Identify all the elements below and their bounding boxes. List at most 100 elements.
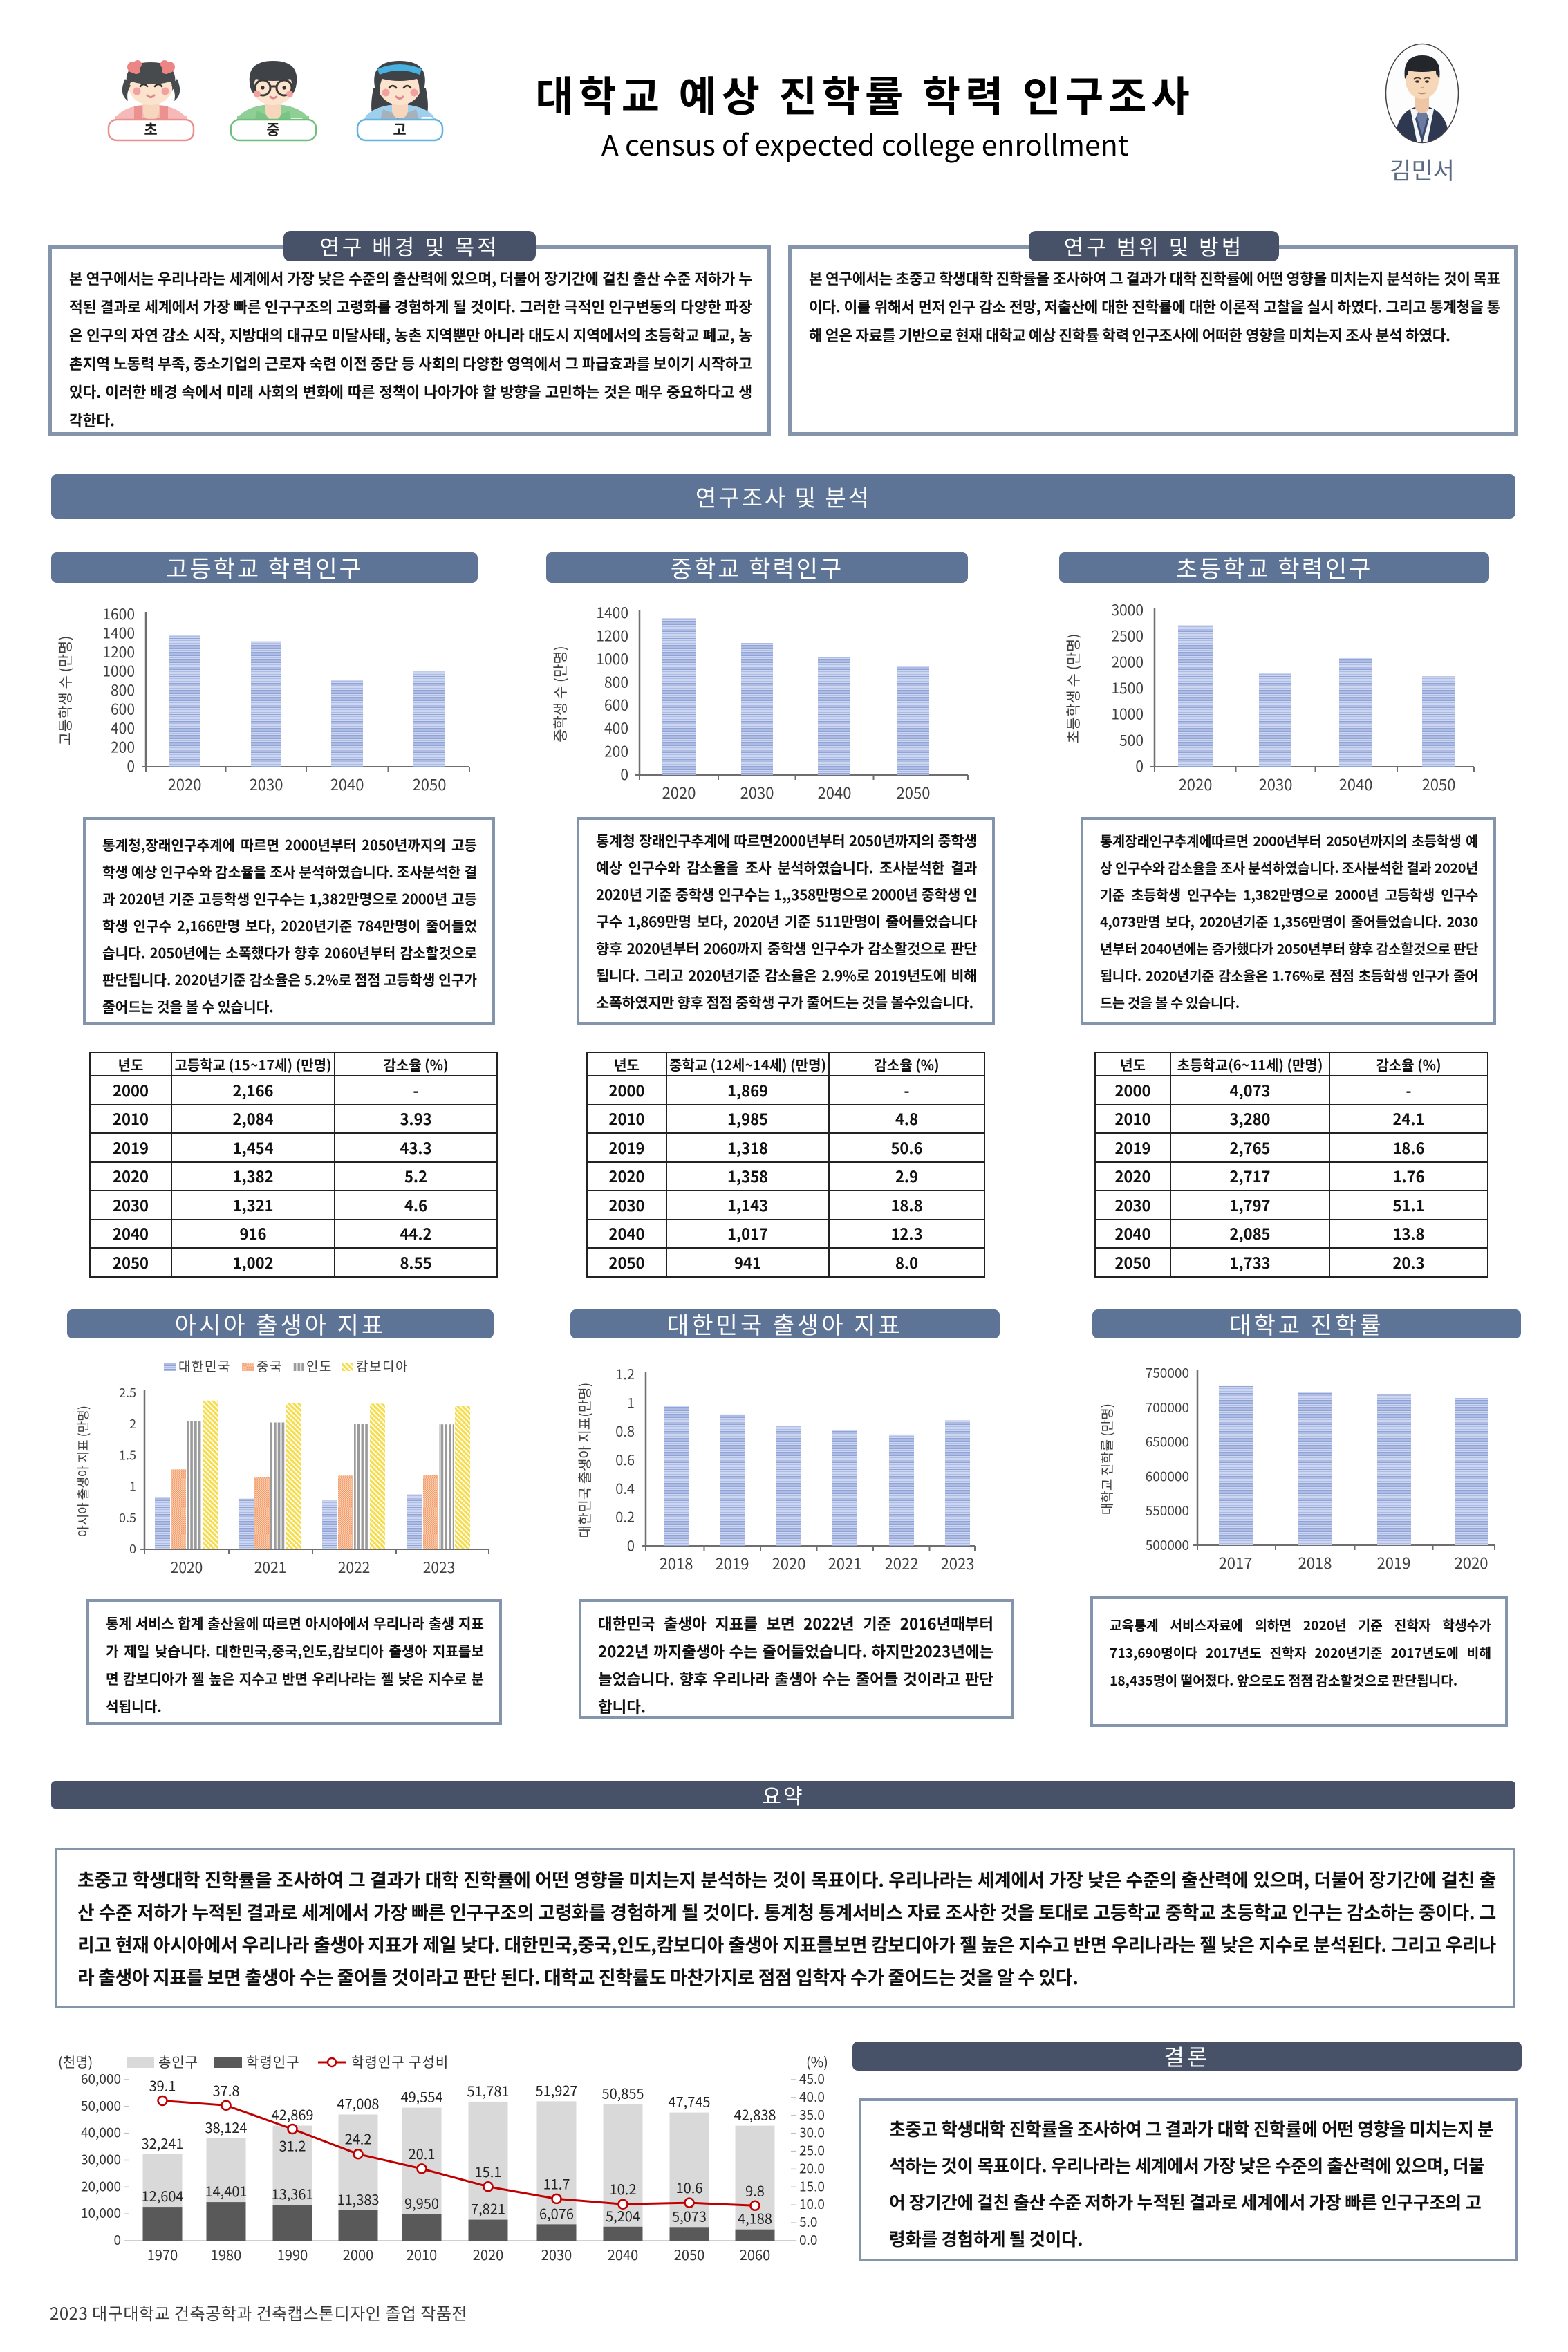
svg-text:10.2: 10.2 [610, 2178, 637, 2199]
svg-text:0.5: 0.5 [119, 1509, 136, 1527]
svg-text:2: 2 [129, 1415, 136, 1432]
svg-text:2.5: 2.5 [119, 1383, 136, 1401]
svg-text:20.0: 20.0 [799, 2158, 825, 2177]
svg-text:20.1: 20.1 [409, 2143, 436, 2163]
svg-text:400: 400 [111, 718, 135, 738]
svg-text:750000: 750000 [1146, 1363, 1189, 1382]
svg-text:4,188: 4,188 [738, 2208, 772, 2228]
svg-text:1000: 1000 [1111, 704, 1144, 725]
svg-text:2022: 2022 [338, 1557, 371, 1576]
svg-text:40.0: 40.0 [799, 2087, 825, 2106]
svg-text:2020: 2020 [473, 2244, 503, 2264]
svg-text:2019: 2019 [1377, 1551, 1411, 1574]
svg-text:51,927: 51,927 [535, 2080, 577, 2100]
svg-text:2019: 2019 [716, 1552, 749, 1574]
svg-text:1980: 1980 [211, 2244, 241, 2264]
svg-text:24.2: 24.2 [345, 2129, 372, 2149]
svg-text:2023: 2023 [941, 1552, 975, 1574]
svg-text:캄보디아: 캄보디아 [356, 1356, 409, 1375]
svg-text:0.4: 0.4 [615, 1477, 635, 1497]
svg-text:초: 초 [144, 119, 157, 140]
svg-text:2020: 2020 [1179, 773, 1213, 795]
svg-text:14,401: 14,401 [205, 2181, 247, 2201]
svg-text:(천명): (천명) [58, 2051, 93, 2071]
svg-text:2040: 2040 [818, 781, 852, 801]
svg-text:700000: 700000 [1146, 1398, 1189, 1417]
svg-text:500: 500 [1119, 729, 1144, 750]
svg-text:1970: 1970 [147, 2244, 178, 2264]
svg-text:중학생 수 (만명): 중학생 수 (만명) [550, 646, 570, 743]
svg-text:2020: 2020 [1455, 1551, 1488, 1574]
svg-text:0: 0 [627, 1535, 635, 1555]
svg-text:2030: 2030 [541, 2244, 572, 2264]
svg-text:2030: 2030 [740, 781, 774, 801]
svg-text:47,745: 47,745 [668, 2091, 710, 2111]
svg-text:0.8: 0.8 [615, 1421, 635, 1441]
svg-text:45.0: 45.0 [799, 2069, 825, 2088]
svg-text:0: 0 [1135, 756, 1144, 776]
svg-text:400: 400 [604, 718, 628, 738]
svg-text:대한민국 출생아 지표(만명): 대한민국 출생아 지표(만명) [574, 1383, 594, 1538]
svg-text:학령인구 구성비: 학령인구 구성비 [351, 2051, 449, 2071]
svg-text:2060: 2060 [740, 2244, 770, 2264]
svg-text:2021: 2021 [828, 1552, 862, 1574]
svg-text:2050: 2050 [413, 773, 447, 795]
svg-text:7,821: 7,821 [471, 2199, 505, 2219]
svg-text:650000: 650000 [1146, 1432, 1189, 1451]
svg-text:대한민국: 대한민국 [178, 1356, 231, 1375]
svg-text:5.0: 5.0 [799, 2212, 817, 2231]
svg-text:800: 800 [111, 680, 135, 700]
svg-text:11.7: 11.7 [543, 2173, 570, 2193]
svg-text:50,855: 50,855 [601, 2083, 644, 2103]
svg-text:총인구: 총인구 [158, 2051, 198, 2071]
svg-text:2040: 2040 [330, 773, 364, 795]
svg-text:10.6: 10.6 [676, 2177, 703, 2197]
svg-text:200: 200 [111, 737, 135, 758]
svg-text:200: 200 [604, 741, 628, 762]
svg-text:2000: 2000 [1111, 651, 1144, 672]
svg-text:50,000: 50,000 [81, 2096, 121, 2115]
svg-text:60,000: 60,000 [81, 2069, 121, 2088]
svg-text:2010: 2010 [407, 2244, 437, 2264]
svg-text:25.0: 25.0 [799, 2141, 825, 2160]
svg-text:10,000: 10,000 [81, 2203, 121, 2222]
svg-text:37.8: 37.8 [213, 2080, 240, 2100]
svg-text:9.8: 9.8 [745, 2180, 765, 2200]
svg-text:3000: 3000 [1111, 599, 1144, 620]
svg-text:0: 0 [127, 756, 135, 776]
svg-text:인도: 인도 [306, 1356, 333, 1375]
svg-text:1000: 1000 [596, 648, 628, 669]
svg-text:1000: 1000 [102, 661, 135, 682]
svg-text:1200: 1200 [102, 642, 135, 662]
svg-text:2021: 2021 [254, 1557, 287, 1576]
svg-text:40,000: 40,000 [81, 2123, 121, 2142]
svg-text:30.0: 30.0 [799, 2123, 825, 2142]
svg-text:600: 600 [111, 699, 135, 720]
svg-text:중국: 중국 [256, 1356, 283, 1375]
svg-text:39.1: 39.1 [149, 2075, 176, 2096]
svg-text:13,361: 13,361 [271, 2183, 313, 2203]
svg-text:31.2: 31.2 [279, 2136, 306, 2156]
svg-text:5,073: 5,073 [672, 2205, 707, 2225]
svg-text:10.0: 10.0 [799, 2194, 825, 2213]
svg-text:2022: 2022 [885, 1552, 919, 1574]
svg-text:0.6: 0.6 [615, 1449, 635, 1469]
svg-text:600000: 600000 [1146, 1466, 1189, 1485]
svg-text:550000: 550000 [1146, 1501, 1189, 1520]
svg-text:2020: 2020 [772, 1552, 806, 1574]
svg-text:15.0: 15.0 [799, 2176, 825, 2195]
svg-text:2050: 2050 [897, 781, 931, 801]
svg-text:1400: 1400 [596, 602, 628, 623]
svg-text:2020: 2020 [662, 781, 696, 801]
svg-text:2050: 2050 [1422, 773, 1456, 795]
svg-text:500000: 500000 [1146, 1536, 1189, 1554]
svg-text:30,000: 30,000 [81, 2150, 121, 2169]
svg-text:51,781: 51,781 [467, 2080, 509, 2100]
svg-text:아시아 출생아 지표 (만명): 아시아 출생아 지표 (만명) [74, 1406, 92, 1537]
svg-text:대학교 진학률 (만명): 대학교 진학률 (만명) [1097, 1403, 1116, 1515]
svg-text:(%): (%) [806, 2051, 828, 2071]
svg-text:0.2: 0.2 [615, 1506, 635, 1527]
svg-text:11,383: 11,383 [337, 2189, 379, 2209]
svg-text:2018: 2018 [1298, 1551, 1332, 1574]
svg-text:2020: 2020 [171, 1557, 203, 1576]
